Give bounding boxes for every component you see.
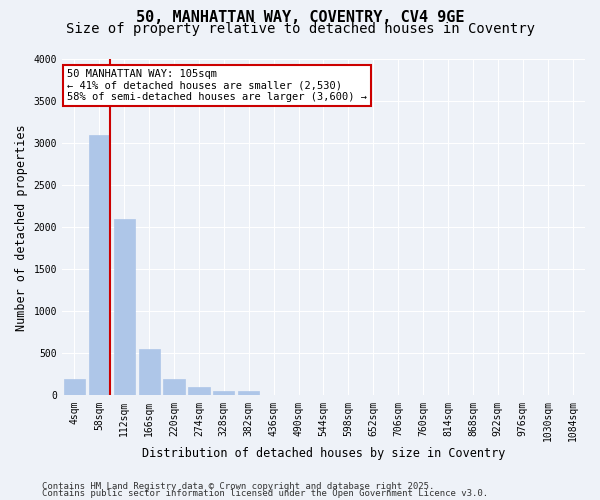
Bar: [238, 392, 259, 396]
Bar: [163, 378, 185, 396]
Text: Size of property relative to detached houses in Coventry: Size of property relative to detached ho…: [65, 22, 535, 36]
Y-axis label: Number of detached properties: Number of detached properties: [15, 124, 28, 330]
Bar: [64, 378, 85, 396]
Bar: [213, 392, 235, 396]
Text: 50 MANHATTAN WAY: 105sqm
← 41% of detached houses are smaller (2,530)
58% of sem: 50 MANHATTAN WAY: 105sqm ← 41% of detach…: [67, 69, 367, 102]
Text: Contains public sector information licensed under the Open Government Licence v3: Contains public sector information licen…: [42, 490, 488, 498]
Text: 50, MANHATTAN WAY, COVENTRY, CV4 9GE: 50, MANHATTAN WAY, COVENTRY, CV4 9GE: [136, 10, 464, 25]
Text: Contains HM Land Registry data © Crown copyright and database right 2025.: Contains HM Land Registry data © Crown c…: [42, 482, 434, 491]
X-axis label: Distribution of detached houses by size in Coventry: Distribution of detached houses by size …: [142, 447, 505, 460]
Bar: [188, 387, 209, 396]
Bar: [139, 349, 160, 396]
Bar: [89, 134, 110, 396]
Bar: [113, 219, 135, 396]
